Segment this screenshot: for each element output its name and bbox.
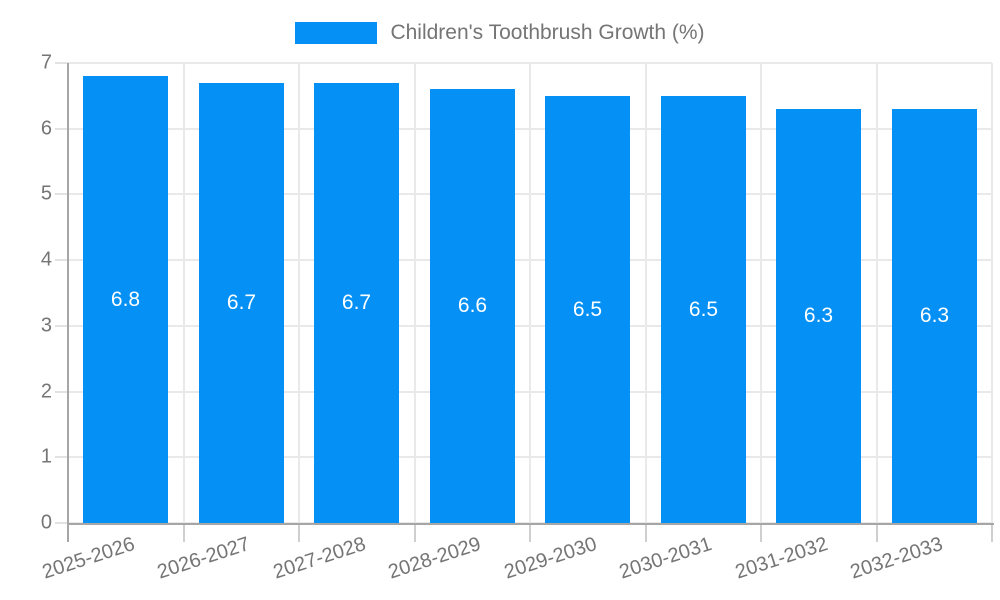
bar-value-label: 6.8 — [110, 287, 141, 311]
bar-value-label: 6.6 — [457, 294, 488, 317]
y-axis-line — [67, 63, 69, 542]
x-tick-mark — [183, 523, 185, 542]
bar[interactable]: 6.7 — [314, 83, 399, 523]
y-tick-mark — [55, 128, 68, 130]
x-gridline — [298, 63, 300, 523]
x-tick-mark — [876, 523, 878, 542]
x-tick-label: 2026-2027 — [155, 533, 253, 584]
x-tick-label: 2031-2032 — [733, 533, 831, 584]
x-tick-mark — [414, 523, 416, 542]
y-tick-label: 0 — [40, 511, 52, 534]
x-tick-mark — [645, 523, 647, 542]
y-tick-label: 3 — [40, 314, 52, 337]
y-tick-label: 7 — [40, 51, 52, 74]
bar[interactable]: 6.7 — [199, 83, 284, 523]
legend-swatch — [295, 22, 378, 44]
x-tick-label: 2025-2026 — [40, 533, 138, 584]
x-gridline — [991, 63, 993, 523]
y-tick-label: 5 — [40, 182, 52, 205]
bar[interactable]: 6.5 — [545, 96, 630, 523]
y-tick-mark — [55, 193, 68, 195]
x-gridline — [183, 63, 185, 523]
x-gridline — [760, 63, 762, 523]
x-tick-mark — [991, 523, 993, 542]
x-tick-mark — [760, 523, 762, 542]
x-tick-label: 2029-2030 — [502, 533, 600, 584]
x-tick-label: 2028-2029 — [386, 533, 484, 584]
bar[interactable]: 6.6 — [430, 89, 515, 523]
bar-value-label: 6.3 — [919, 304, 950, 327]
x-gridline — [529, 63, 531, 523]
x-tick-mark — [298, 523, 300, 542]
x-gridline — [645, 63, 647, 523]
bar-value-label: 6.3 — [803, 304, 834, 327]
y-tick-label: 2 — [40, 380, 52, 403]
bar[interactable]: 6.3 — [776, 109, 861, 523]
x-tick-label: 2030-2031 — [617, 533, 715, 584]
bar[interactable]: 6.8 — [83, 76, 168, 523]
bar[interactable]: 6.3 — [892, 109, 977, 523]
y-tick-mark — [55, 456, 68, 458]
bar-value-label: 6.7 — [341, 291, 372, 314]
x-tick-label: 2032-2033 — [848, 533, 946, 584]
bar[interactable]: 6.5 — [661, 96, 746, 523]
y-tick-mark — [55, 259, 68, 261]
bar-value-label: 6.5 — [688, 297, 719, 321]
legend[interactable]: Children's Toothbrush Growth (%) — [0, 20, 1000, 46]
x-tick-label: 2027-2028 — [271, 533, 369, 584]
bar-value-label: 6.7 — [226, 291, 257, 314]
legend-label: Children's Toothbrush Growth (%) — [390, 21, 705, 44]
y-tick-label: 1 — [40, 445, 52, 468]
y-tick-label: 4 — [40, 248, 52, 271]
y-tick-mark — [55, 391, 68, 393]
bar-value-label: 6.5 — [572, 297, 603, 321]
x-axis-line — [67, 523, 994, 525]
y-tick-label: 6 — [40, 117, 52, 140]
y-tick-mark — [55, 325, 68, 327]
x-tick-mark — [529, 523, 531, 542]
x-gridline — [414, 63, 416, 523]
y-tick-mark — [55, 522, 68, 524]
y-tick-mark — [55, 62, 68, 64]
x-gridline — [876, 63, 878, 523]
